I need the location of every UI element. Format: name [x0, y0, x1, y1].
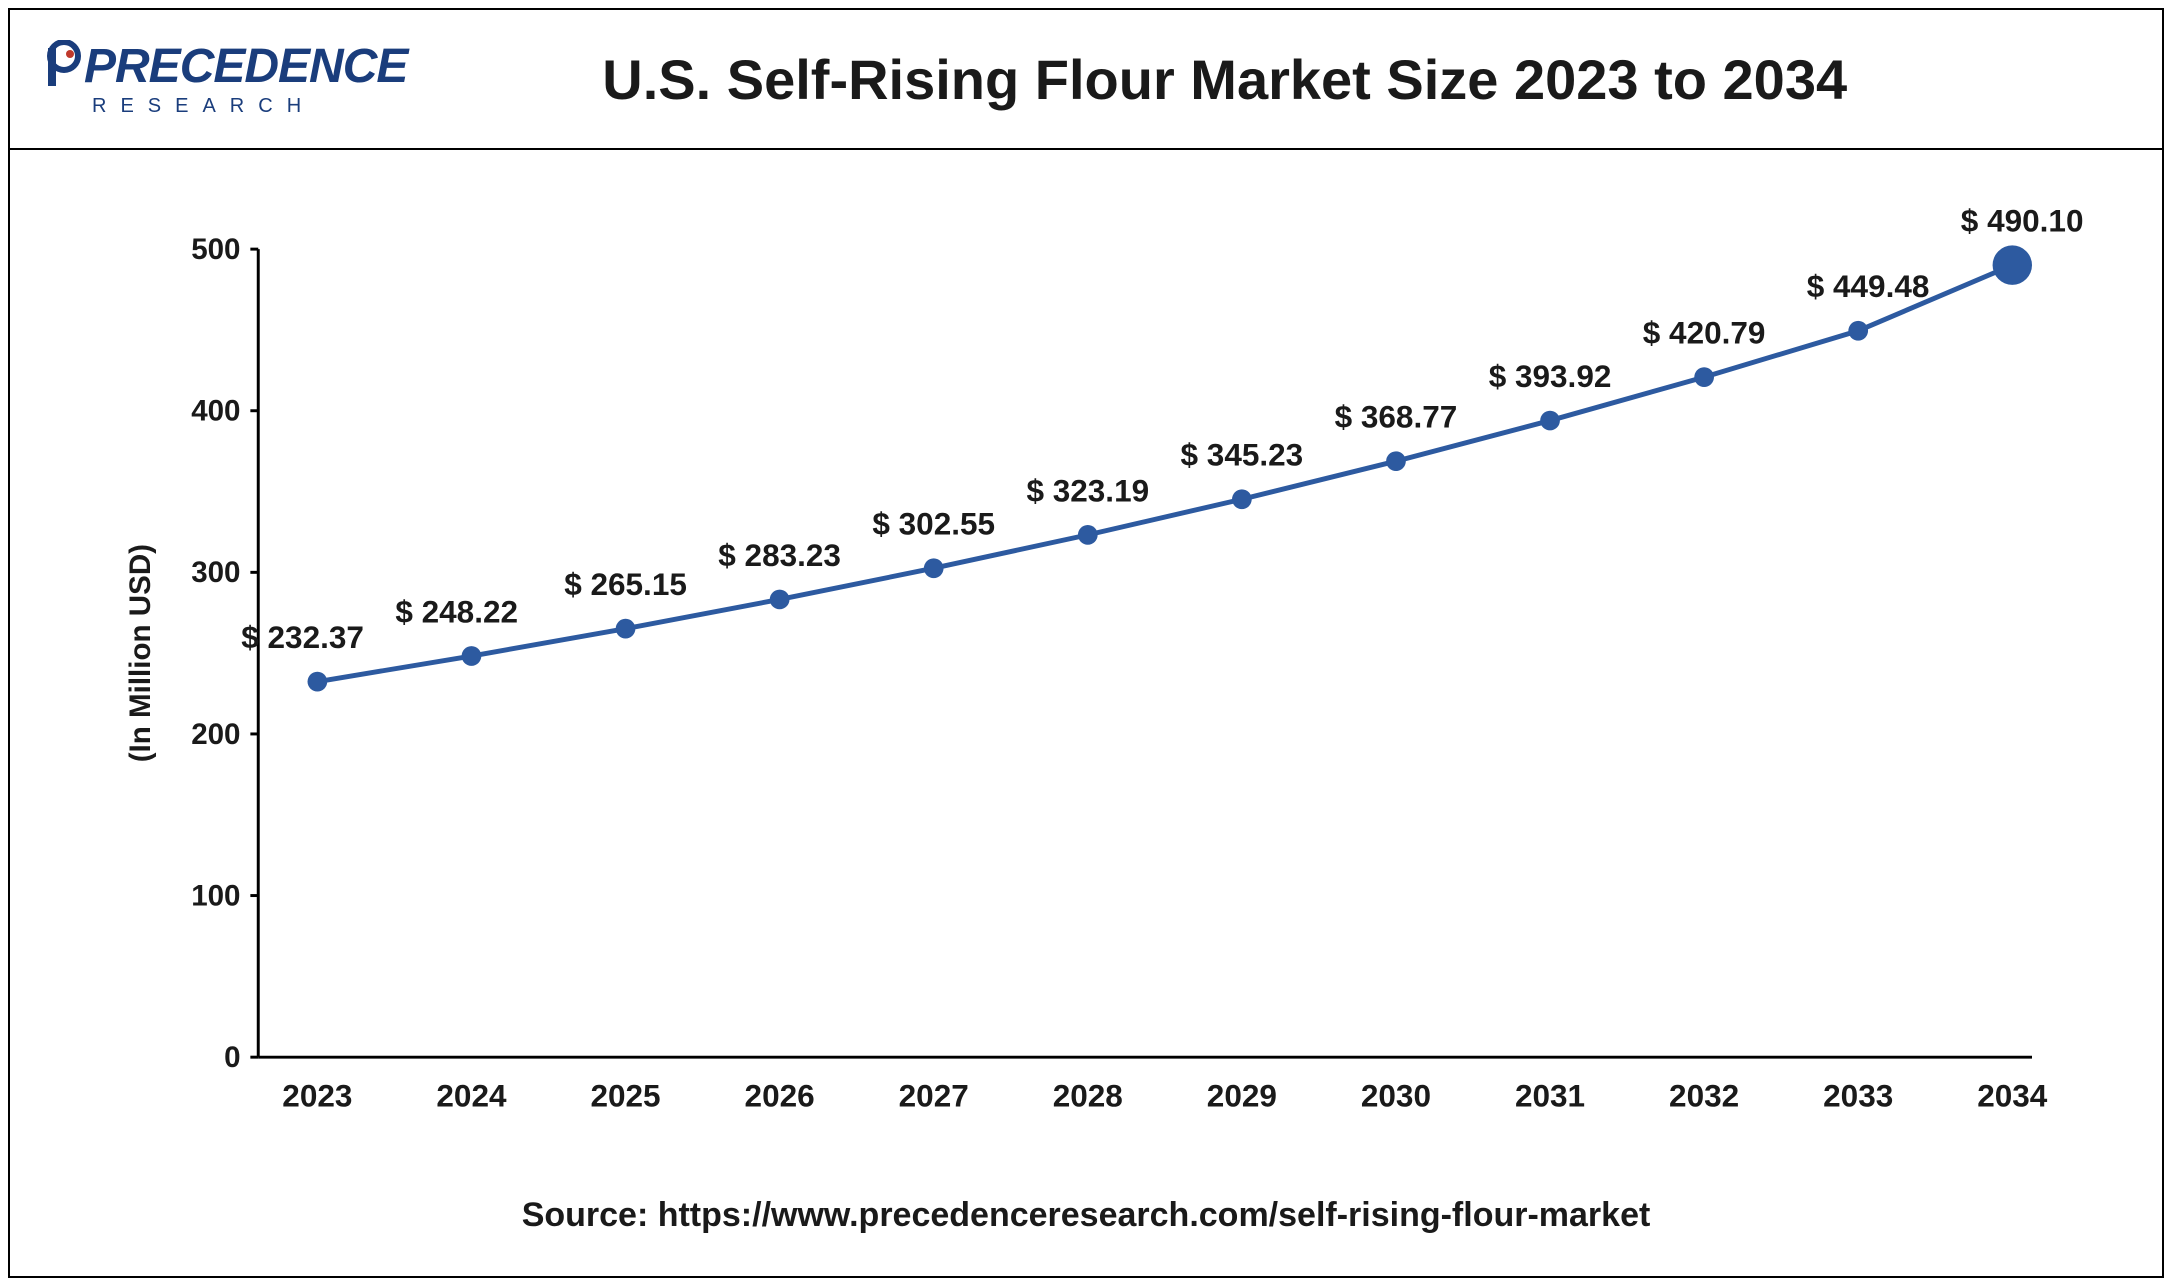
data-label: $ 323.19 — [1026, 472, 1149, 508]
source-attribution: Source: https://www.precedenceresearch.c… — [70, 1196, 2102, 1235]
data-label: $ 345.23 — [1181, 437, 1304, 473]
data-label: $ 449.48 — [1807, 268, 1930, 304]
y-tick-label: 400 — [191, 395, 240, 428]
data-label: $ 420.79 — [1643, 315, 1766, 351]
x-tick-label: 2023 — [282, 1077, 352, 1113]
brand-logo: PRECEDENCE RESEARCH — [40, 40, 407, 118]
data-point — [1232, 489, 1252, 509]
data-label: $ 248.22 — [395, 594, 518, 630]
x-tick-label: 2031 — [1515, 1077, 1585, 1113]
x-tick-label: 2027 — [899, 1077, 969, 1113]
x-tick-label: 2033 — [1823, 1077, 1893, 1113]
data-point — [308, 672, 328, 692]
x-tick-label: 2024 — [436, 1077, 507, 1113]
data-label: $ 232.37 — [241, 619, 364, 655]
data-label: $ 302.55 — [872, 506, 995, 542]
chart-area: 0 100 200 300 400 500 (In Million USD) 2023 2024… — [70, 190, 2102, 1136]
x-tick-label: 2032 — [1669, 1077, 1739, 1113]
y-axis-title: (In Million USD) — [124, 544, 157, 762]
x-tick-label: 2029 — [1207, 1077, 1277, 1113]
chart-body: 0 100 200 300 400 500 (In Million USD) 2023 2024… — [10, 150, 2162, 1276]
chart-frame: PRECEDENCE RESEARCH U.S. Self-Rising Flo… — [8, 8, 2164, 1278]
logo-p-icon — [40, 40, 88, 88]
y-tick-label: 300 — [191, 556, 240, 589]
data-point — [462, 646, 482, 666]
data-label: $ 265.15 — [564, 566, 687, 602]
line-chart-svg: 0 100 200 300 400 500 (In Million USD) 2023 2024… — [70, 190, 2102, 1136]
y-tick-label: 0 — [224, 1041, 240, 1074]
y-tick-label: 500 — [191, 233, 240, 266]
data-label: $ 393.92 — [1489, 358, 1612, 394]
x-tick-label: 2028 — [1053, 1077, 1123, 1113]
data-point — [1386, 451, 1406, 471]
data-point — [616, 619, 636, 639]
x-tick-label: 2026 — [745, 1077, 815, 1113]
header: PRECEDENCE RESEARCH U.S. Self-Rising Flo… — [10, 10, 2162, 150]
data-label: $ 283.23 — [718, 537, 841, 573]
x-tick-label: 2030 — [1361, 1077, 1431, 1113]
logo-main: PRECEDENCE — [40, 40, 407, 91]
data-point — [1694, 367, 1714, 387]
y-tick-label: 200 — [191, 718, 240, 751]
y-tick-label: 100 — [191, 879, 240, 912]
data-point — [1540, 411, 1560, 431]
data-point — [924, 558, 944, 578]
data-point — [770, 590, 790, 610]
data-label: $ 368.77 — [1335, 399, 1458, 435]
data-label: $ 490.10 — [1961, 203, 2084, 239]
x-tick-label: 2025 — [590, 1077, 660, 1113]
x-tick-label: 2034 — [1977, 1077, 2048, 1113]
chart-title: U.S. Self-Rising Flour Market Size 2023 … — [437, 47, 2012, 112]
data-point — [1078, 525, 1098, 545]
logo-main-text: PRECEDENCE — [84, 40, 407, 93]
data-point — [1848, 321, 1868, 341]
data-point — [1993, 245, 2032, 284]
logo-sub-text: RESEARCH — [92, 95, 407, 118]
